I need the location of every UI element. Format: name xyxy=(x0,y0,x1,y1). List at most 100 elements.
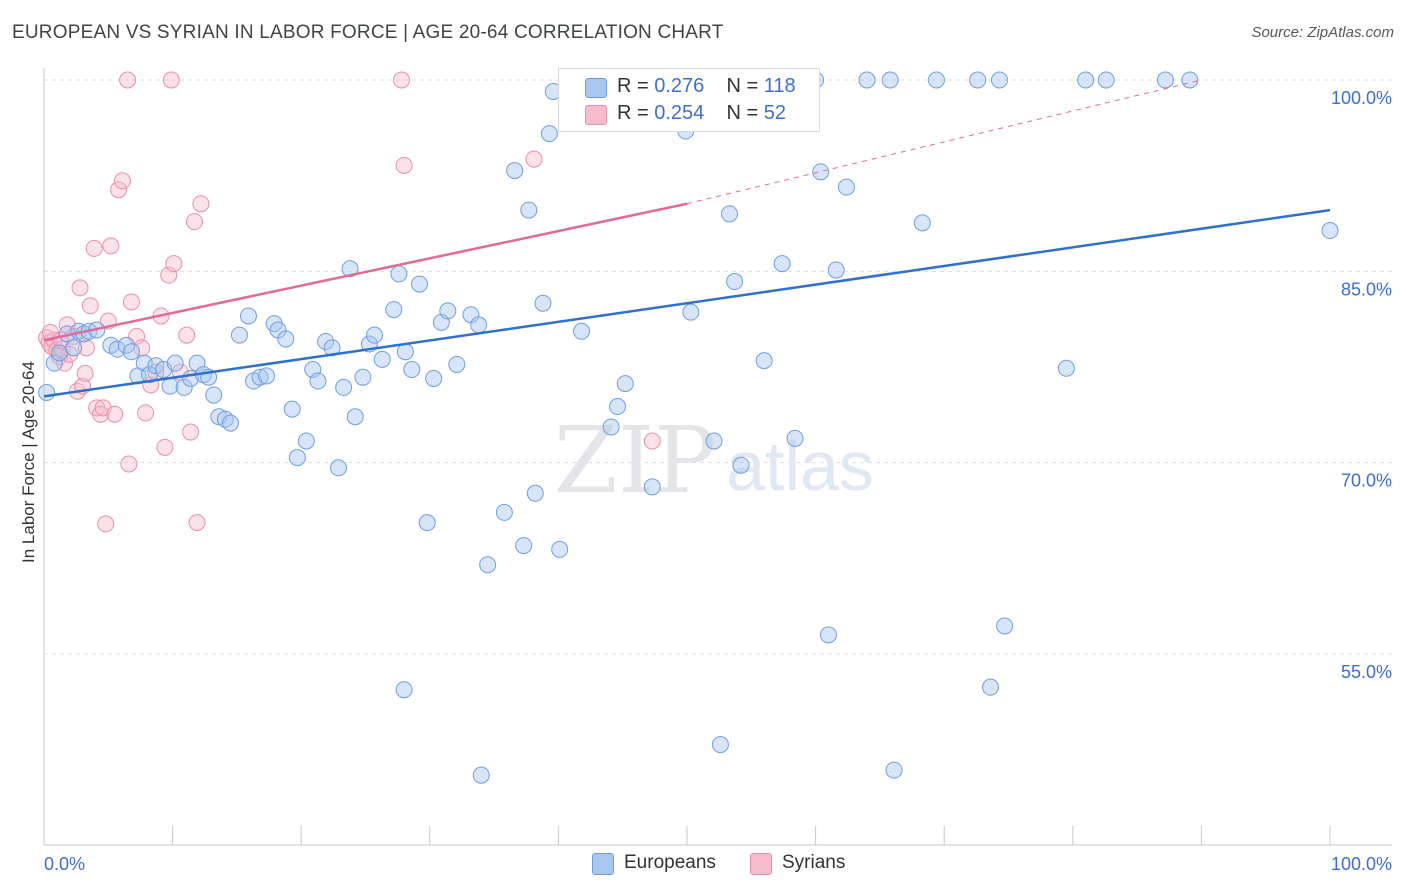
european-point xyxy=(65,339,83,357)
european-point xyxy=(609,398,627,416)
european-point xyxy=(1057,359,1075,377)
x-tick-label: 100.0% xyxy=(1331,854,1392,874)
european-point xyxy=(166,354,184,372)
european-point xyxy=(885,761,903,779)
syrian-point xyxy=(165,255,183,273)
europeans-trend-line xyxy=(43,208,1331,398)
european-point xyxy=(726,273,744,291)
europeans-n-value: 118 xyxy=(763,75,796,97)
european-point xyxy=(1321,222,1339,240)
european-point xyxy=(425,369,443,387)
european-point xyxy=(175,378,193,396)
european-point xyxy=(45,354,63,372)
syrian-point xyxy=(76,364,94,382)
european-point xyxy=(616,375,634,393)
syrian-point xyxy=(102,237,120,255)
syrian-point xyxy=(97,515,115,533)
syrian-point xyxy=(192,195,210,213)
syrians-n-value: 52 xyxy=(763,102,787,124)
european-point xyxy=(161,377,179,395)
syrian-point xyxy=(188,514,206,532)
european-point xyxy=(969,71,987,89)
syrian-point xyxy=(393,71,411,89)
european-point xyxy=(221,414,239,432)
syrian-point xyxy=(643,432,661,450)
european-point xyxy=(366,326,384,344)
european-point xyxy=(682,303,700,321)
syrian-point xyxy=(182,423,200,441)
european-point xyxy=(439,302,457,320)
european-point xyxy=(346,408,364,426)
europeans-n-label: N = xyxy=(726,75,759,97)
syrians-legend-swatch xyxy=(585,105,607,125)
syrians-bottom-label: Syrians xyxy=(782,852,846,873)
european-point xyxy=(786,429,804,447)
europeans-stats-row: R = 0.276 N = 118 xyxy=(617,75,796,98)
european-point xyxy=(122,343,140,361)
european-point xyxy=(403,361,421,379)
european-point xyxy=(526,484,544,502)
european-point xyxy=(317,332,335,350)
europeans-r-value: 0.276 xyxy=(654,75,705,97)
european-point xyxy=(329,459,347,477)
syrian-point xyxy=(122,293,140,311)
syrian-point xyxy=(110,181,128,199)
syrian-point xyxy=(71,279,89,297)
europeans-r-label: R = xyxy=(617,75,649,97)
syrians-n-label: N = xyxy=(726,102,759,124)
y-tick-label: 85.0% xyxy=(1341,279,1392,299)
european-point xyxy=(913,214,931,232)
syrian-point xyxy=(113,172,131,190)
syrian-point xyxy=(56,354,74,372)
european-point xyxy=(277,330,295,348)
european-point xyxy=(534,294,552,312)
european-point xyxy=(927,71,945,89)
y-tick-label: 100.0% xyxy=(1331,88,1392,108)
european-point xyxy=(858,71,876,89)
european-point xyxy=(515,537,533,555)
european-point xyxy=(996,617,1014,635)
european-point xyxy=(147,357,165,375)
syrian-point xyxy=(106,405,124,423)
syrian-point xyxy=(81,297,99,315)
syrians-trend-line xyxy=(43,202,688,342)
syrian-point xyxy=(120,455,138,473)
syrian-point xyxy=(156,438,174,456)
y-axis-label: In Labor Force | Age 20-64 xyxy=(19,361,38,563)
european-point xyxy=(495,503,513,521)
syrian-point xyxy=(137,404,155,422)
european-point xyxy=(251,368,269,386)
european-point xyxy=(705,432,723,450)
european-point xyxy=(205,386,223,404)
european-point xyxy=(395,681,413,699)
european-point xyxy=(551,540,569,558)
y-tick-label: 70.0% xyxy=(1341,471,1392,491)
european-point xyxy=(448,355,466,373)
europeans-bottom-swatch xyxy=(592,853,614,875)
european-point xyxy=(479,556,497,574)
european-point xyxy=(418,514,436,532)
european-point xyxy=(309,372,327,390)
european-point xyxy=(257,367,275,385)
european-point xyxy=(1181,71,1199,89)
european-point xyxy=(881,71,899,89)
european-point xyxy=(520,201,538,219)
european-point xyxy=(373,350,391,368)
syrians-r-label: R = xyxy=(617,102,649,124)
european-point xyxy=(981,678,999,696)
european-point xyxy=(470,316,488,334)
european-point xyxy=(711,736,729,754)
european-point xyxy=(396,343,414,361)
european-point xyxy=(390,265,408,283)
european-point xyxy=(297,432,315,450)
chart-title: EUROPEAN VS SYRIAN IN LABOR FORCE | AGE … xyxy=(12,22,724,43)
european-point xyxy=(472,766,490,784)
european-point xyxy=(837,178,855,196)
watermark-zip: ZIP xyxy=(554,407,716,514)
y-tick-label: 55.0% xyxy=(1341,662,1392,682)
syrian-point xyxy=(395,156,413,174)
european-point xyxy=(108,340,126,358)
syrians-r-value: 0.254 xyxy=(654,102,705,124)
european-point xyxy=(506,162,524,180)
